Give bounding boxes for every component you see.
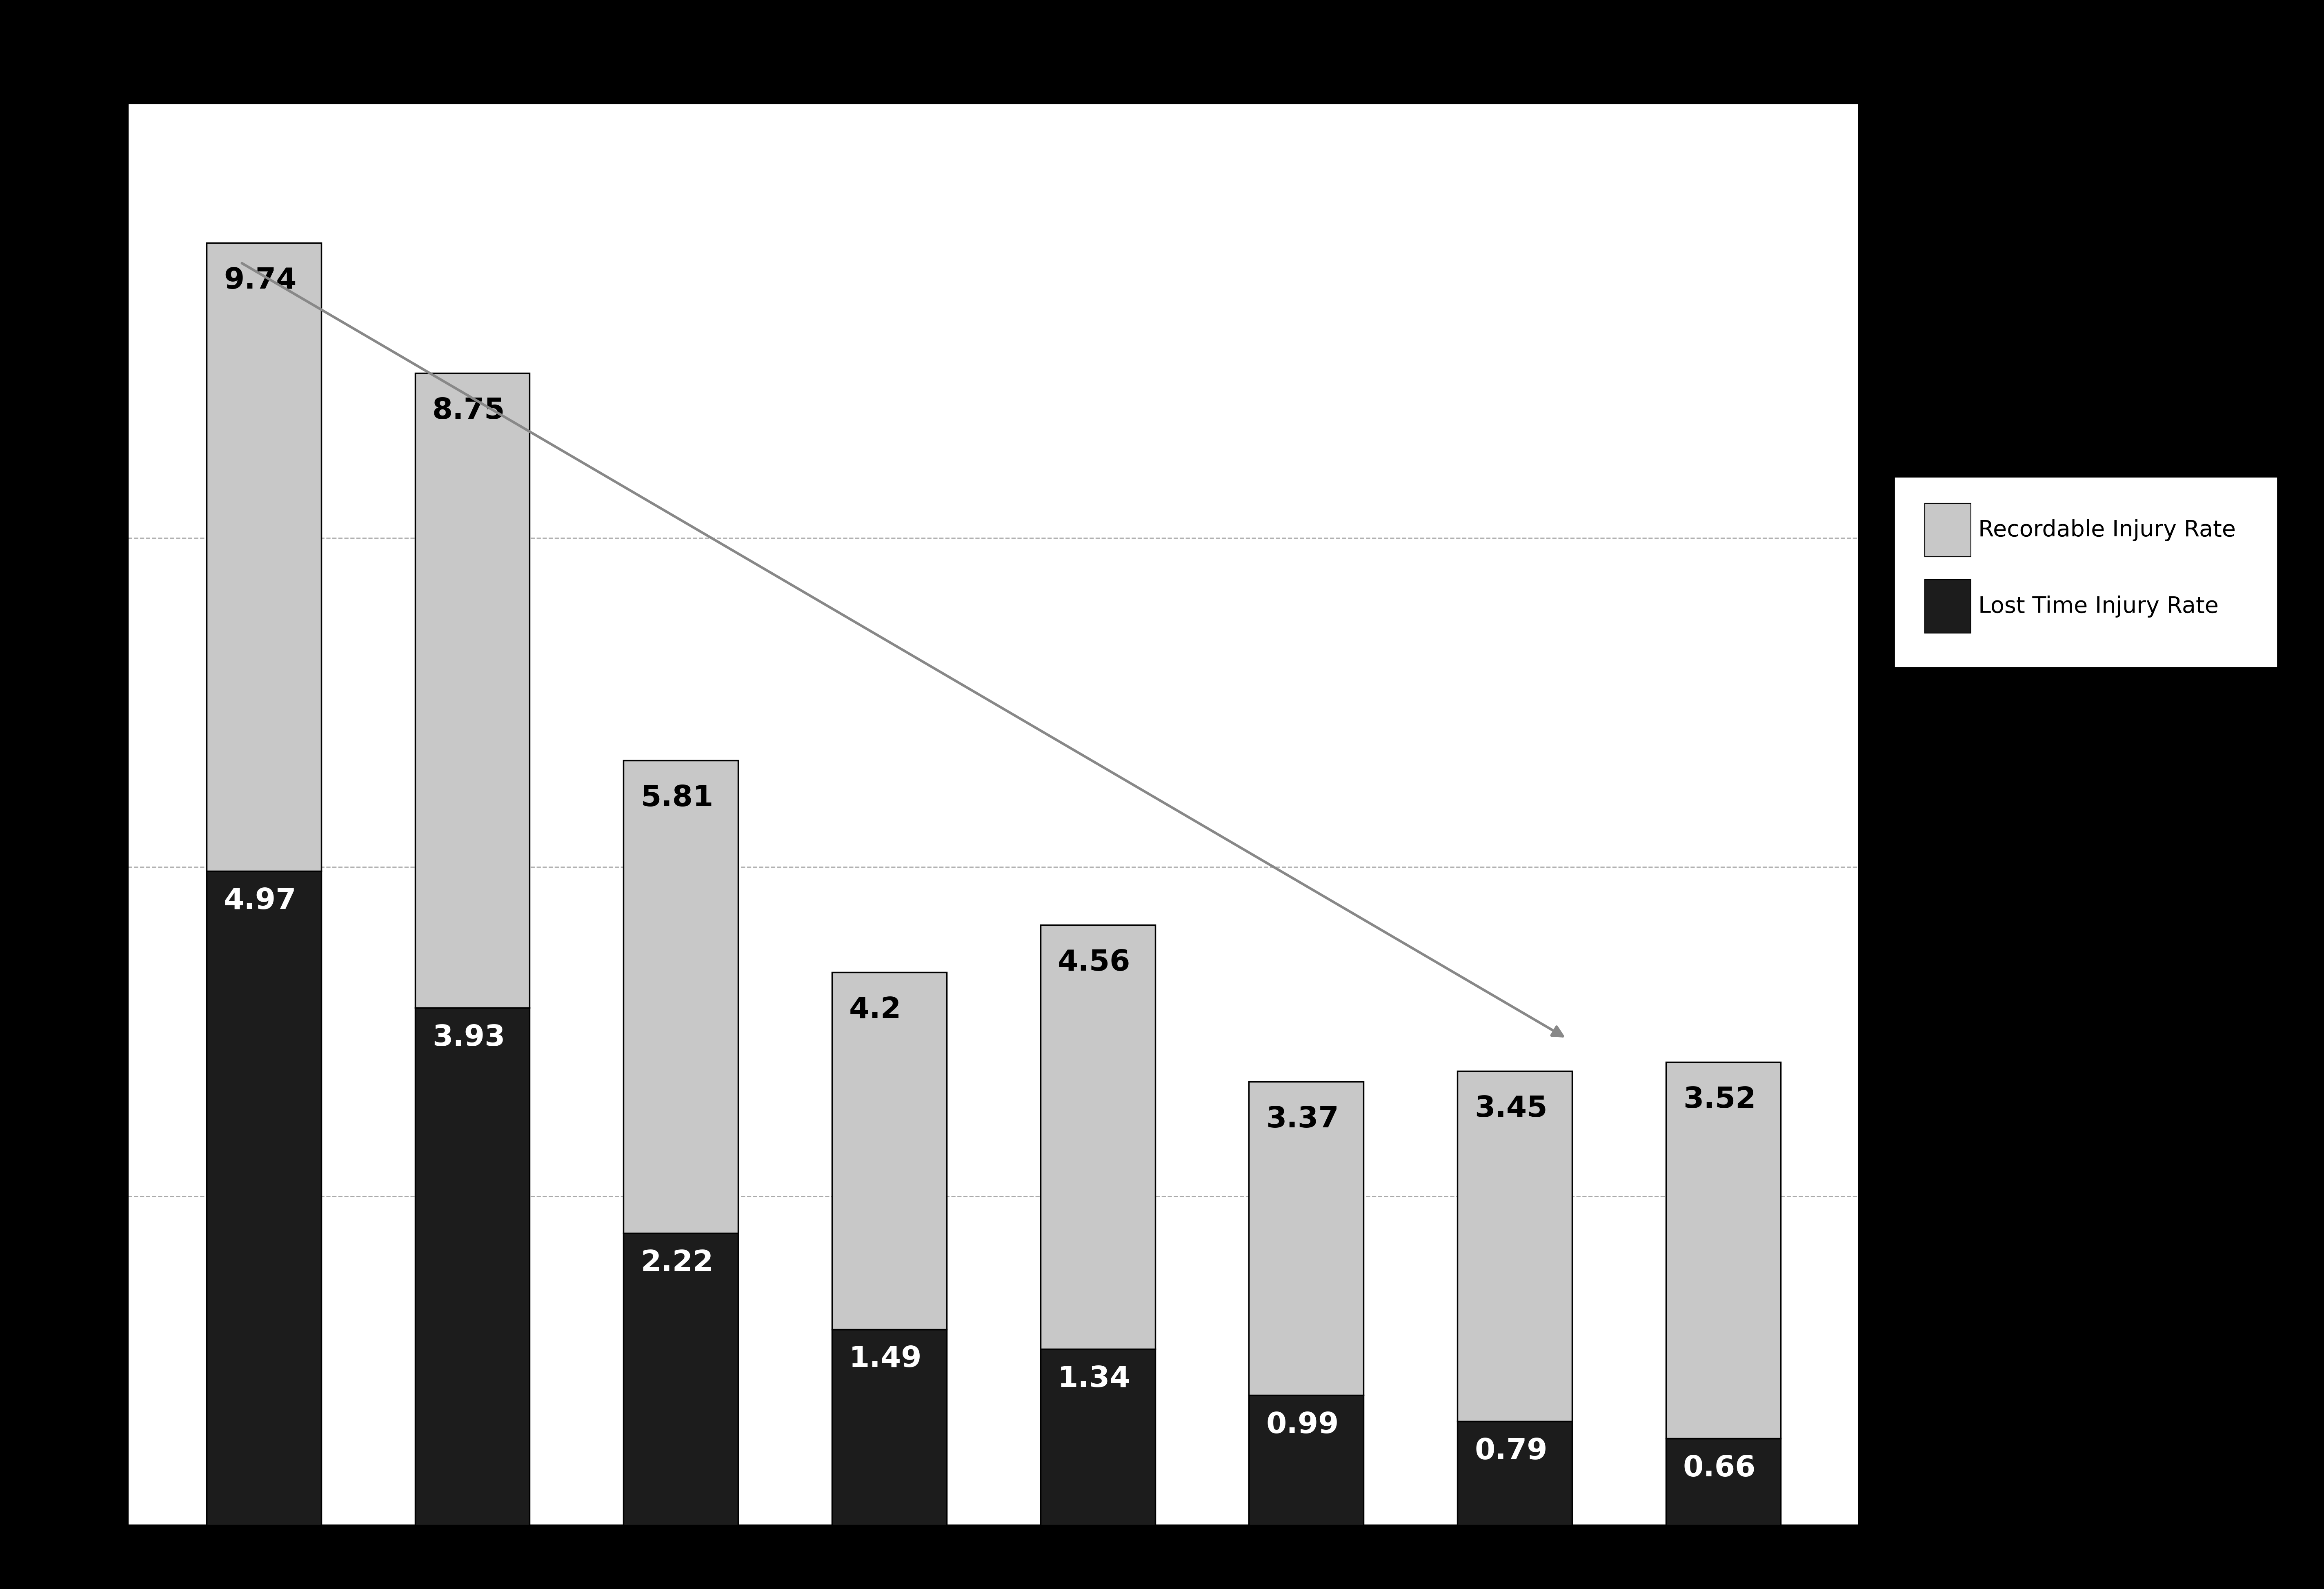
- Text: 3.52: 3.52: [1683, 1085, 1757, 1114]
- Text: 9.74: 9.74: [223, 267, 297, 294]
- Bar: [1248, 1082, 1364, 1395]
- Text: 5.81: 5.81: [641, 783, 713, 812]
- Bar: [1924, 504, 1971, 556]
- Bar: [1457, 1422, 1571, 1525]
- Bar: [1457, 1071, 1571, 1422]
- Bar: [1924, 580, 1971, 632]
- Text: 4.56: 4.56: [1057, 949, 1129, 977]
- Text: Recordable Injury Rate: Recordable Injury Rate: [1978, 520, 2236, 542]
- Text: 8.75: 8.75: [432, 397, 504, 426]
- Text: 4.97: 4.97: [223, 887, 297, 915]
- Bar: [1248, 1395, 1364, 1525]
- Text: 1.34: 1.34: [1057, 1365, 1129, 1394]
- Bar: [832, 1330, 946, 1525]
- Text: 0.79: 0.79: [1473, 1436, 1548, 1465]
- Bar: [416, 373, 530, 1007]
- Text: 1.49: 1.49: [848, 1344, 923, 1373]
- Bar: [1041, 1349, 1155, 1525]
- Bar: [1041, 925, 1155, 1349]
- Bar: [1666, 1438, 1780, 1525]
- Text: 4.2: 4.2: [848, 996, 902, 1025]
- Text: Lost Time Injury Rate: Lost Time Injury Rate: [1978, 596, 2219, 618]
- Text: 0.66: 0.66: [1683, 1454, 1757, 1483]
- Bar: [207, 243, 321, 871]
- Bar: [832, 972, 946, 1330]
- Bar: [1666, 1061, 1780, 1438]
- Bar: [416, 1007, 530, 1525]
- Text: 3.45: 3.45: [1473, 1095, 1548, 1123]
- Bar: [623, 1233, 739, 1525]
- Bar: [623, 761, 739, 1233]
- Text: 2.22: 2.22: [641, 1249, 713, 1278]
- Bar: [207, 871, 321, 1525]
- Text: 3.93: 3.93: [432, 1023, 504, 1052]
- Text: 0.99: 0.99: [1267, 1411, 1339, 1440]
- Text: 3.37: 3.37: [1267, 1106, 1339, 1133]
